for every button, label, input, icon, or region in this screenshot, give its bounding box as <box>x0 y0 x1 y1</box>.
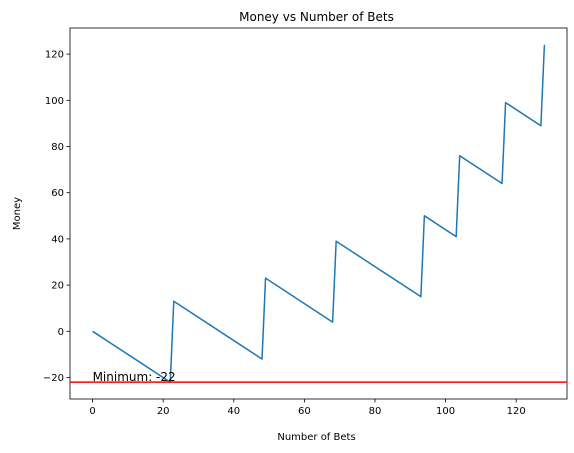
x-axis-ticks: 0 20 40 60 80 100 120 <box>89 399 526 417</box>
x-tick-label: 0 <box>89 406 95 417</box>
x-tick-label: 20 <box>157 406 170 417</box>
y-tick-label: 20 <box>51 281 64 292</box>
chart-title: Money vs Number of Bets <box>239 10 394 24</box>
x-tick-label: 60 <box>298 406 311 417</box>
money-series-line <box>92 44 546 383</box>
minimum-annotation: Minimum: -22 <box>93 370 176 384</box>
x-tick-label: 80 <box>369 406 382 417</box>
x-tick-label: 120 <box>507 406 526 417</box>
y-tick-label: −20 <box>43 373 64 384</box>
y-tick-label: 80 <box>51 142 64 153</box>
y-tick-label: 0 <box>58 327 64 338</box>
x-axis-label: Number of Bets <box>277 432 355 443</box>
y-tick-label: 120 <box>45 50 64 61</box>
y-tick-label: 60 <box>51 188 64 199</box>
y-tick-label: 100 <box>45 96 64 107</box>
y-axis-label: Money <box>12 197 23 230</box>
series-layer <box>70 44 567 383</box>
y-tick-label: 40 <box>51 234 64 245</box>
x-tick-label: 100 <box>436 406 455 417</box>
x-tick-label: 40 <box>227 406 240 417</box>
y-axis-ticks: −20 0 20 40 60 80 100 120 <box>43 50 70 384</box>
plot-area-frame <box>69 27 568 400</box>
